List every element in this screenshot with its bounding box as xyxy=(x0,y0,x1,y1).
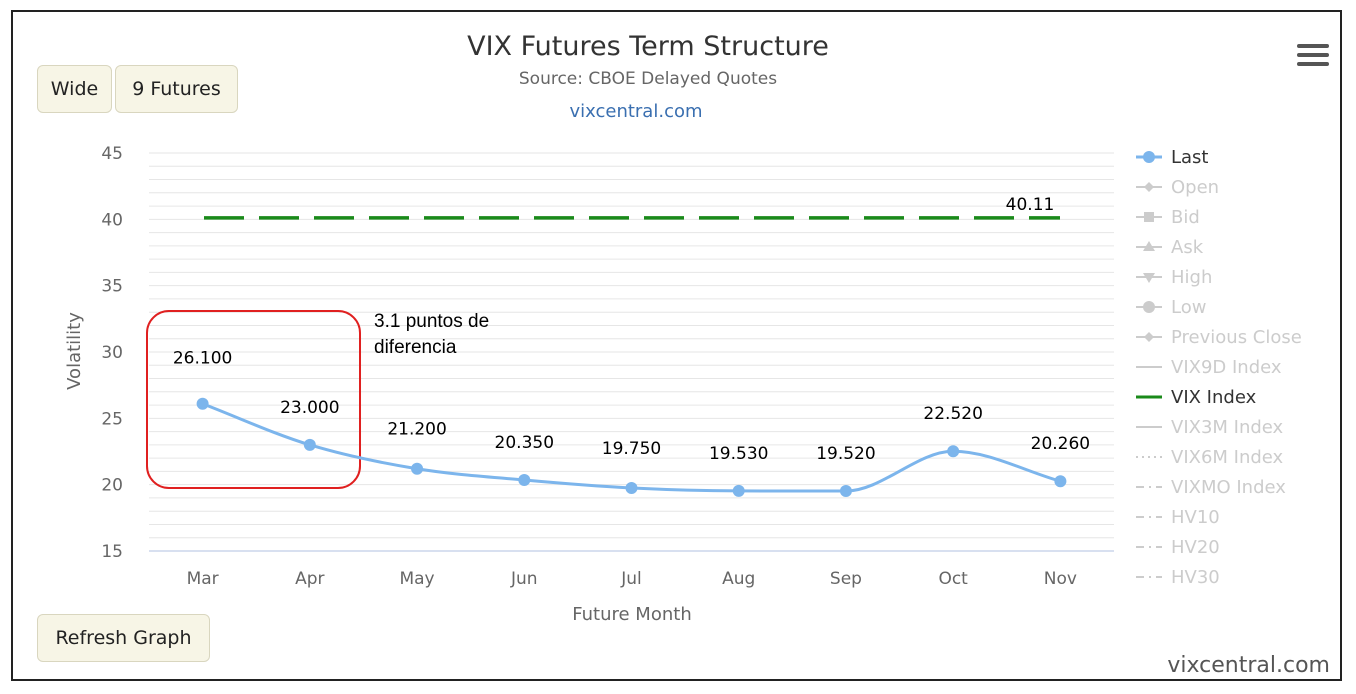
last-series-data-label: 20.260 xyxy=(1031,434,1090,454)
axes: 15 20 25 30 35 40 45 Mar Apr May Jun Jul Aug Sep Oct No… xyxy=(101,144,1077,589)
last-series-point[interactable] xyxy=(303,438,316,451)
last-series-point[interactable] xyxy=(947,445,960,458)
legend-marker-circle xyxy=(1143,151,1155,163)
last-series-data-label: 19.520 xyxy=(816,444,875,464)
legend-label: VIXMO Index xyxy=(1171,477,1286,498)
annotation-text: 3.1 puntos de xyxy=(374,311,489,332)
legend-item[interactable]: HV20 xyxy=(1136,537,1220,558)
y-tick-label: 15 xyxy=(101,542,123,562)
watermark-text: vixcentral.com xyxy=(1167,653,1330,678)
last-series-point[interactable] xyxy=(732,484,745,497)
x-tick-label: Jul xyxy=(620,569,642,589)
legend-label: HV10 xyxy=(1171,507,1220,528)
legend-item[interactable]: HV30 xyxy=(1136,567,1220,588)
legend-item[interactable]: Low xyxy=(1136,297,1206,318)
legend: Last Open Bid Ask High Low Previous Close VIX9D… xyxy=(1136,147,1302,588)
legend-item[interactable]: HV10 xyxy=(1136,507,1220,528)
legend-marker-diamond xyxy=(1144,332,1154,342)
y-tick-label: 35 xyxy=(101,277,123,297)
y-axis-label: Volatility xyxy=(64,312,85,390)
annotation-group: 3.1 puntos de diferencia xyxy=(146,310,489,489)
legend-item[interactable]: VIXMO Index xyxy=(1136,477,1286,498)
last-series-point[interactable] xyxy=(518,474,531,487)
legend-marker-triangle-down xyxy=(1143,273,1155,283)
last-series-data-label: 26.100 xyxy=(173,349,232,369)
legend-item[interactable]: High xyxy=(1136,267,1212,288)
last-series-point[interactable] xyxy=(839,485,852,498)
legend-label: Low xyxy=(1171,297,1206,318)
legend-item[interactable]: VIX9D Index xyxy=(1136,357,1282,378)
x-tick-label: May xyxy=(399,569,434,589)
refresh-graph-button[interactable]: Refresh Graph xyxy=(37,614,210,662)
vix-index-data-label: 40.11 xyxy=(1006,195,1055,215)
legend-marker-diamond xyxy=(1144,182,1154,192)
y-tick-label: 25 xyxy=(101,409,123,429)
last-series-data-label: 19.750 xyxy=(602,439,661,459)
x-axis-label: Future Month xyxy=(572,604,691,625)
legend-item[interactable]: VIX3M Index xyxy=(1136,417,1284,438)
legend-label: VIX Index xyxy=(1171,387,1257,408)
annotation-box xyxy=(146,310,361,489)
legend-label: VIX3M Index xyxy=(1171,417,1284,438)
wide-button[interactable]: Wide xyxy=(37,65,112,113)
x-tick-label: Apr xyxy=(295,569,324,589)
x-tick-label: Mar xyxy=(187,569,219,589)
x-tick-label: Sep xyxy=(830,569,862,589)
y-tick-label: 20 xyxy=(101,476,123,496)
legend-label: Open xyxy=(1171,177,1219,198)
series-group: 40.11 26.100 23.000 21.200 20.350 19.750 19.53… xyxy=(173,195,1090,498)
legend-label: Last xyxy=(1171,147,1209,168)
hamburger-menu-icon[interactable] xyxy=(1297,44,1329,66)
last-series-data-label: 22.520 xyxy=(923,404,982,424)
legend-label: VIX6M Index xyxy=(1171,447,1284,468)
futures-count-button[interactable]: 9 Futures xyxy=(115,65,238,113)
legend-label: Previous Close xyxy=(1171,327,1302,348)
chart-title: VIX Futures Term Structure xyxy=(467,31,829,62)
legend-marker-square xyxy=(1144,212,1154,222)
y-tick-label: 30 xyxy=(101,343,123,363)
legend-item[interactable]: Ask xyxy=(1136,237,1204,258)
annotation-text: diferencia xyxy=(374,337,457,358)
legend-item[interactable]: Open xyxy=(1136,177,1219,198)
x-tick-label: Oct xyxy=(938,569,968,589)
legend-label: High xyxy=(1171,267,1212,288)
chart-subtitle: Source: CBOE Delayed Quotes xyxy=(519,69,777,89)
x-tick-label: Aug xyxy=(722,569,755,589)
legend-label: HV20 xyxy=(1171,537,1220,558)
last-series-data-label: 19.530 xyxy=(709,444,768,464)
legend-item[interactable]: Previous Close xyxy=(1136,327,1302,348)
last-series-data-label: 21.200 xyxy=(387,420,446,440)
x-tick-label: Jun xyxy=(510,569,538,589)
last-series-point[interactable] xyxy=(411,462,424,475)
last-series-point[interactable] xyxy=(625,481,638,494)
legend-marker-circle xyxy=(1143,301,1155,313)
grid-lines xyxy=(149,152,1114,552)
legend-label: HV30 xyxy=(1171,567,1220,588)
legend-item[interactable]: VIX6M Index xyxy=(1136,447,1284,468)
legend-label: Bid xyxy=(1171,207,1200,228)
last-series-data-label: 20.350 xyxy=(495,433,554,453)
legend-item[interactable]: Last xyxy=(1136,147,1209,168)
chart-frame xyxy=(11,10,1342,681)
y-tick-label: 45 xyxy=(101,144,123,164)
legend-marker-triangle xyxy=(1143,241,1155,251)
last-series-data-label: 23.000 xyxy=(280,398,339,418)
legend-label: VIX9D Index xyxy=(1171,357,1282,378)
chart-credit-link[interactable]: vixcentral.com xyxy=(569,101,702,122)
legend-item[interactable]: Bid xyxy=(1136,207,1200,228)
last-series-point[interactable] xyxy=(196,397,209,410)
x-tick-label: Nov xyxy=(1044,569,1077,589)
legend-item[interactable]: VIX Index xyxy=(1136,387,1257,408)
y-tick-label: 40 xyxy=(101,210,123,230)
last-series-point[interactable] xyxy=(1054,475,1067,488)
legend-label: Ask xyxy=(1171,237,1204,258)
